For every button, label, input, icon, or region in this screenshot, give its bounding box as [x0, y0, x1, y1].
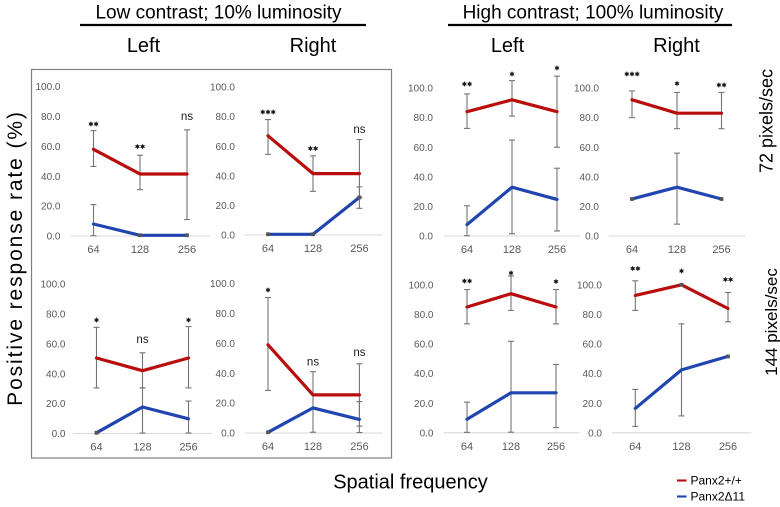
svg-text:256: 256	[719, 441, 737, 453]
svg-text:40.0: 40.0	[46, 369, 66, 380]
svg-text:64: 64	[262, 243, 274, 255]
svg-text:40.0: 40.0	[41, 172, 61, 183]
svg-text:Panx2Δ11: Panx2Δ11	[691, 490, 746, 503]
svg-text:0.0: 0.0	[585, 232, 599, 243]
svg-text:80.0: 80.0	[414, 310, 434, 321]
svg-text:40.0: 40.0	[216, 171, 236, 182]
svg-text:256: 256	[548, 244, 566, 256]
svg-text:64: 64	[262, 441, 274, 453]
svg-text:20.0: 20.0	[414, 202, 434, 213]
svg-text:Left: Left	[127, 35, 161, 57]
svg-text:60.0: 60.0	[216, 142, 236, 153]
svg-text:80.0: 80.0	[46, 310, 66, 321]
svg-text:0.0: 0.0	[420, 428, 434, 439]
svg-text:40.0: 40.0	[583, 369, 603, 380]
svg-text:64: 64	[461, 441, 473, 453]
svg-text:0.0: 0.0	[419, 232, 433, 243]
svg-text:60.0: 60.0	[583, 340, 603, 351]
svg-text:144 pixels/sec: 144 pixels/sec	[762, 268, 780, 376]
svg-text:100.0: 100.0	[210, 83, 235, 94]
svg-text:60.0: 60.0	[46, 339, 66, 350]
svg-text:80.0: 80.0	[216, 112, 236, 123]
svg-text:0.0: 0.0	[221, 231, 235, 242]
svg-text:60.0: 60.0	[216, 339, 236, 350]
svg-text:128: 128	[304, 441, 322, 453]
svg-text:60.0: 60.0	[414, 340, 434, 351]
svg-text:0.0: 0.0	[52, 429, 66, 440]
svg-text:64: 64	[626, 244, 638, 256]
svg-text:100.0: 100.0	[40, 280, 65, 291]
svg-text:100.0: 100.0	[574, 84, 599, 95]
svg-text:ns: ns	[136, 334, 148, 346]
svg-text:20.0: 20.0	[580, 202, 600, 213]
svg-text:256: 256	[350, 441, 368, 453]
svg-text:Right: Right	[290, 35, 337, 57]
svg-text:128: 128	[131, 244, 149, 256]
svg-text:128: 128	[668, 244, 686, 256]
svg-text:64: 64	[90, 442, 102, 454]
svg-text:72 pixels/sec: 72 pixels/sec	[757, 69, 777, 173]
svg-text:64: 64	[87, 244, 99, 256]
svg-text:128: 128	[133, 442, 151, 454]
svg-text:256: 256	[547, 441, 565, 453]
svg-text:80.0: 80.0	[216, 309, 236, 320]
svg-text:0.0: 0.0	[221, 429, 235, 440]
svg-text:128: 128	[672, 441, 690, 453]
svg-text:100.0: 100.0	[408, 84, 433, 95]
svg-text:128: 128	[502, 441, 520, 453]
svg-text:20.0: 20.0	[216, 201, 236, 212]
svg-text:20.0: 20.0	[46, 399, 66, 410]
svg-text:20.0: 20.0	[41, 202, 61, 213]
svg-text:40.0: 40.0	[414, 369, 434, 380]
svg-text:80.0: 80.0	[580, 113, 600, 124]
svg-text:0.0: 0.0	[588, 428, 602, 439]
svg-text:80.0: 80.0	[583, 310, 603, 321]
svg-text:256: 256	[179, 442, 197, 454]
svg-text:Low contrast; 10% luminosity: Low contrast; 10% luminosity	[95, 3, 342, 24]
svg-text:Positive response rate (%): Positive response rate (%)	[4, 110, 27, 406]
svg-text:20.0: 20.0	[216, 399, 236, 410]
svg-text:0.0: 0.0	[47, 232, 61, 243]
svg-text:80.0: 80.0	[41, 112, 61, 123]
svg-text:ns: ns	[353, 347, 365, 359]
svg-text:40.0: 40.0	[580, 172, 600, 183]
svg-text:100.0: 100.0	[210, 279, 235, 290]
svg-text:Panx2+/+: Panx2+/+	[691, 474, 742, 488]
svg-text:64: 64	[629, 441, 641, 453]
svg-text:High contrast; 100% luminosity: High contrast; 100% luminosity	[463, 3, 724, 24]
svg-text:80.0: 80.0	[414, 113, 434, 124]
svg-text:128: 128	[304, 243, 322, 255]
svg-text:100.0: 100.0	[35, 82, 60, 93]
svg-text:64: 64	[461, 244, 473, 256]
svg-text:256: 256	[350, 243, 368, 255]
svg-text:100.0: 100.0	[408, 280, 433, 291]
svg-text:60.0: 60.0	[41, 142, 61, 153]
svg-text:Right: Right	[653, 35, 700, 57]
svg-text:ns: ns	[307, 357, 319, 369]
svg-text:128: 128	[503, 244, 521, 256]
svg-text:60.0: 60.0	[580, 143, 600, 154]
svg-text:40.0: 40.0	[414, 172, 434, 183]
svg-text:40.0: 40.0	[216, 369, 236, 380]
svg-text:ns: ns	[181, 111, 193, 123]
svg-text:60.0: 60.0	[414, 143, 434, 154]
svg-text:Left: Left	[491, 35, 525, 57]
svg-text:100.0: 100.0	[577, 280, 602, 291]
svg-text:ns: ns	[353, 124, 365, 136]
svg-text:256: 256	[712, 244, 730, 256]
svg-text:20.0: 20.0	[583, 399, 603, 410]
svg-text:20.0: 20.0	[414, 399, 434, 410]
svg-text:256: 256	[178, 244, 196, 256]
svg-text:Spatial frequency: Spatial frequency	[333, 472, 488, 494]
